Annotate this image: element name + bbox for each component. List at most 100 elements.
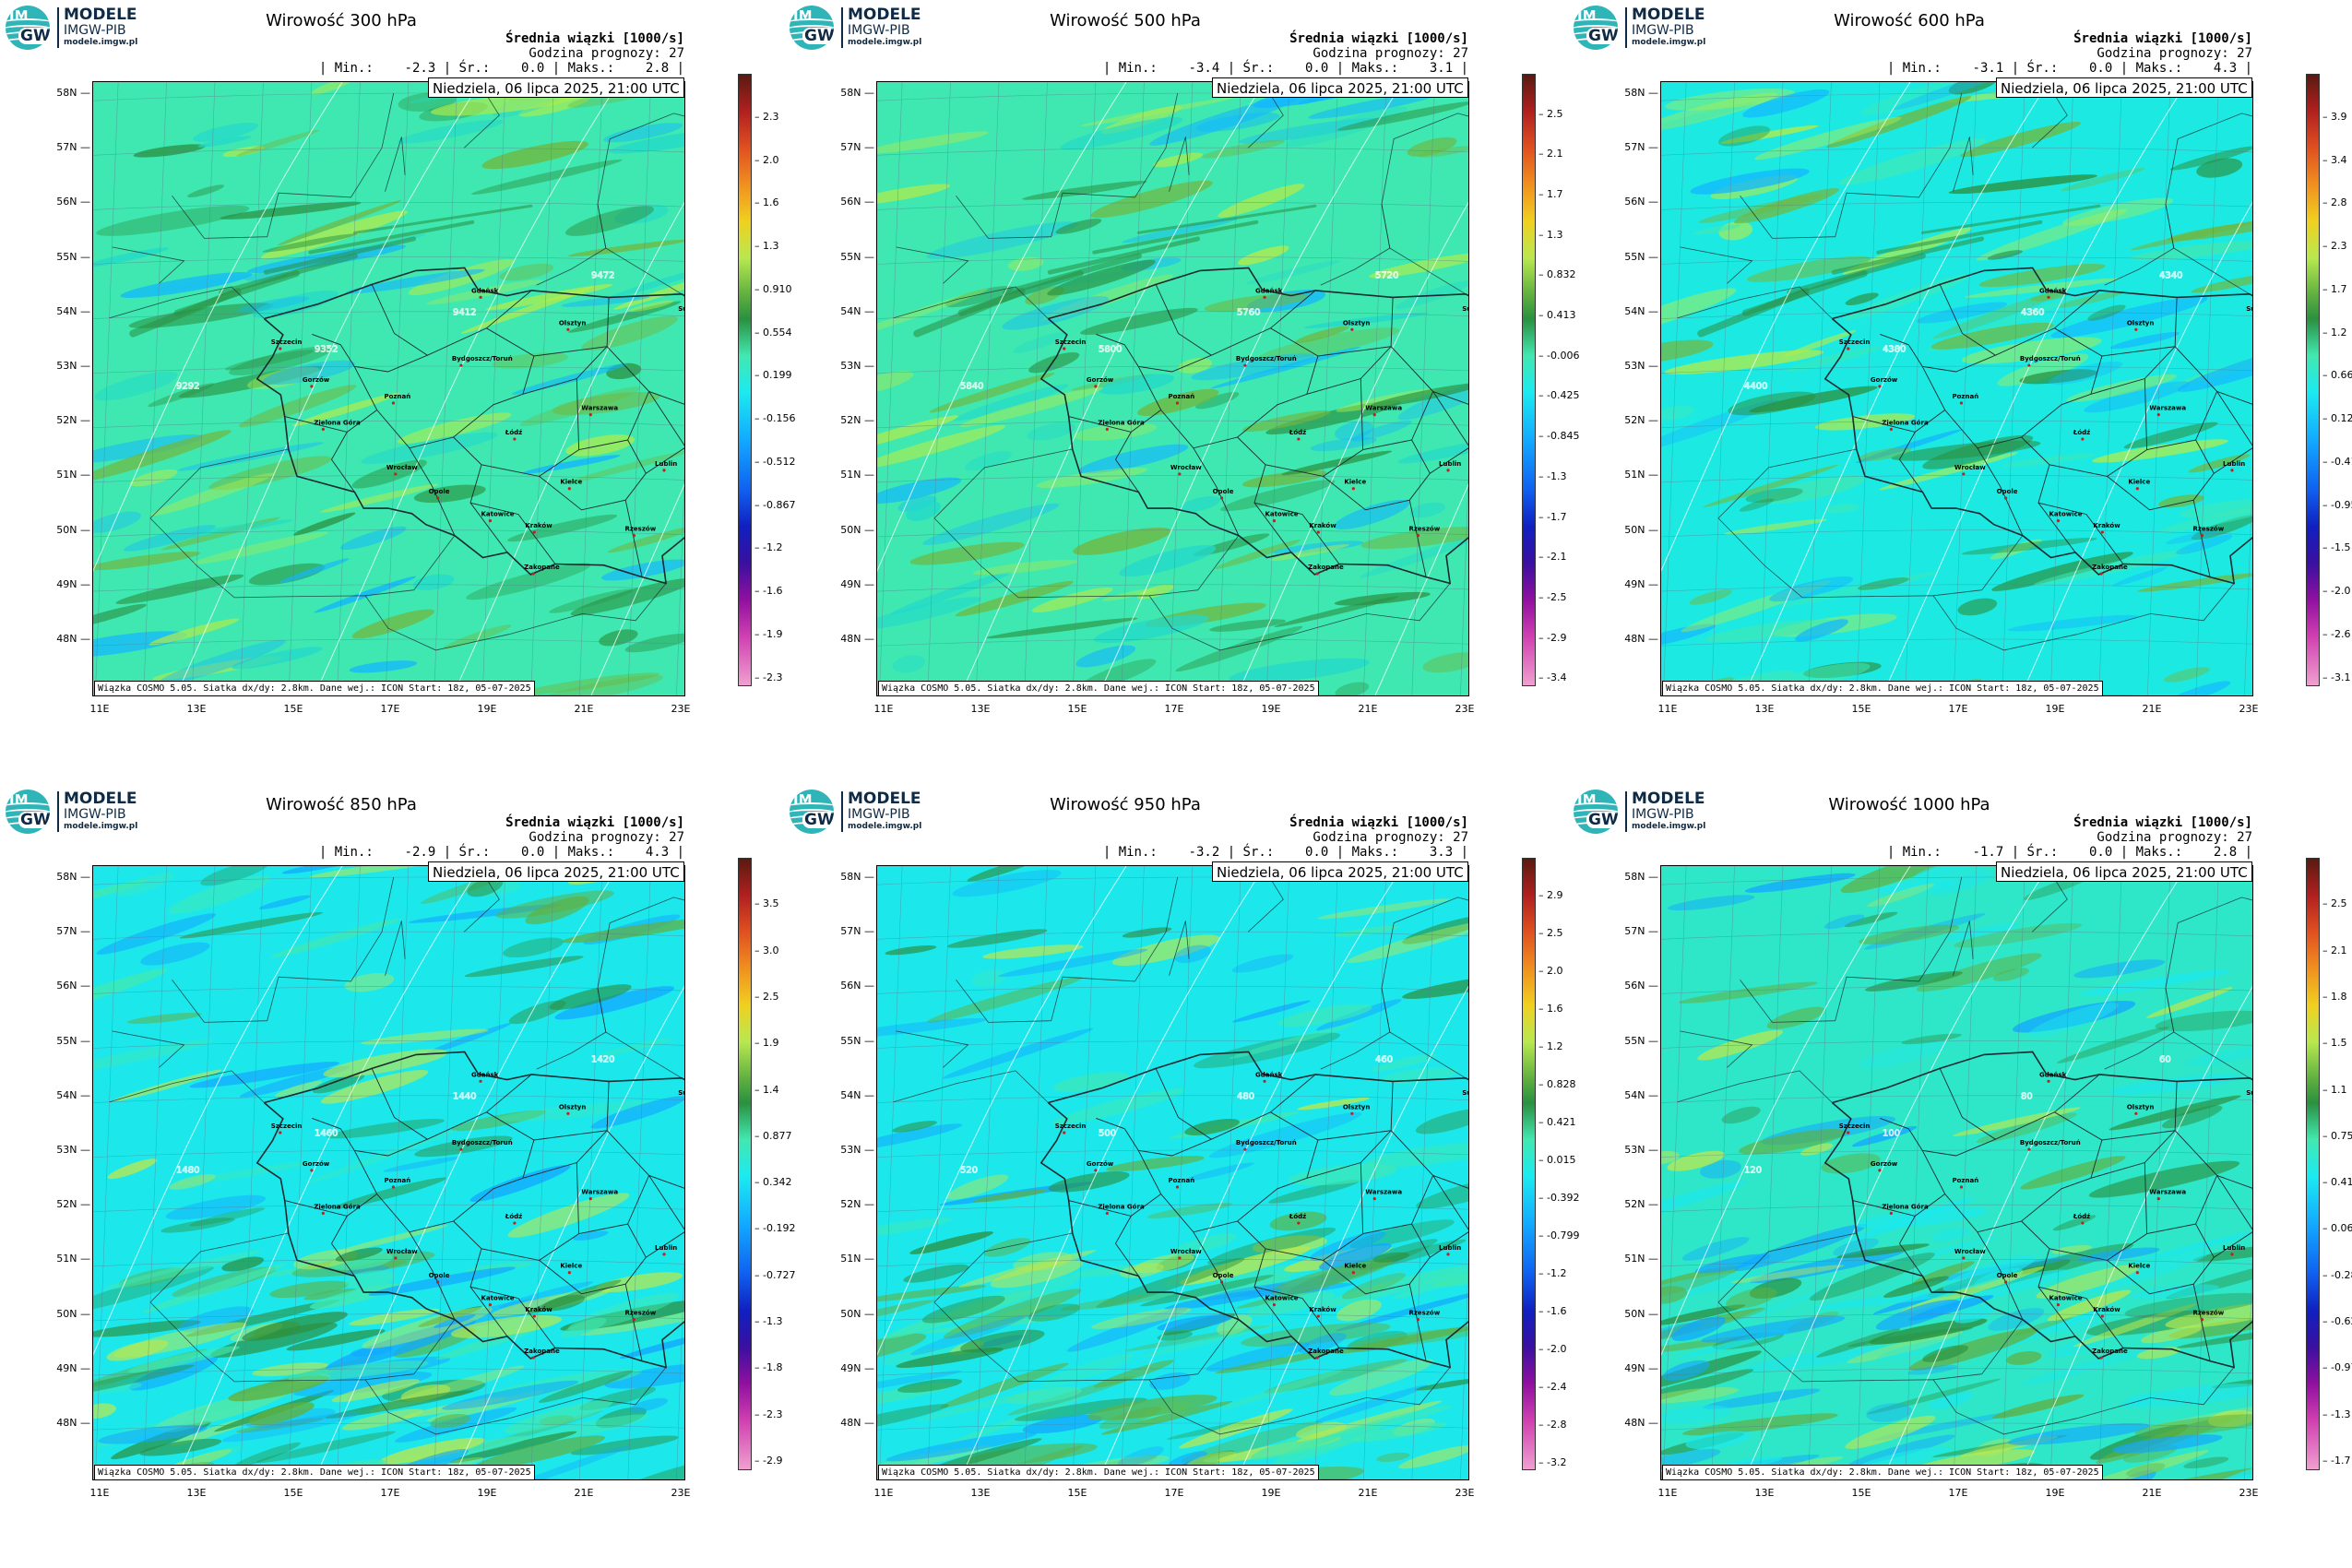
lat-tick-label: 49N — [56, 577, 90, 590]
lat-tick-label: 49N — [56, 1361, 90, 1374]
imgw-logo[interactable]: IM GW MODELE IMGW-PIB modele.imgw.pl [1574, 6, 1730, 50]
voivodeship-border [1096, 284, 1213, 373]
vorticity-streak [1184, 1119, 1240, 1135]
vorticity-band [1876, 220, 2043, 255]
contour-label: 4360 [2021, 308, 2044, 318]
lon-tick-label: 21E [1358, 703, 1378, 715]
vorticity-streak [467, 877, 504, 897]
parallel-line [877, 1204, 1468, 1213]
imgw-logo[interactable]: IM GW MODELE IMGW-PIB modele.imgw.pl [1574, 790, 1730, 834]
vorticity-streak [1346, 921, 1468, 964]
colorbar [2306, 74, 2320, 686]
neighbor-border [1247, 92, 1284, 148]
vorticity-streak [2136, 1347, 2181, 1360]
city-marker [1878, 385, 1882, 388]
vorticity-streak [1693, 224, 1740, 235]
lat-tick-label: 57N — [1624, 925, 1658, 938]
model-footer: Wiązka COSMO 5.05. Siatka dx/dy: 2.8km. … [878, 681, 1319, 696]
vorticity-streak [877, 597, 981, 630]
vorticity-streak [1739, 1129, 1847, 1155]
meridian-line [1363, 866, 1387, 1479]
vorticity-streak [2162, 1105, 2223, 1129]
voivodeship-border [1323, 1223, 1431, 1295]
vorticity-streak [2036, 1264, 2141, 1299]
vorticity-band [219, 253, 358, 296]
vorticity-streak [2020, 1156, 2126, 1190]
vorticity-streak [498, 1281, 594, 1309]
vorticity-streak [612, 270, 684, 310]
vorticity-streak [309, 866, 453, 878]
imgw-logo[interactable]: IM GW MODELE IMGW-PIB modele.imgw.pl [790, 6, 946, 50]
model-footer: Wiązka COSMO 5.05. Siatka dx/dy: 2.8km. … [94, 1465, 535, 1480]
meridian-line [1121, 866, 1145, 1479]
vorticity-streak [1417, 146, 1468, 158]
vorticity-streak [2132, 1284, 2219, 1300]
borders [1677, 876, 2252, 1435]
city-label: Warszawa [581, 1189, 618, 1196]
voivodeship-border [646, 390, 684, 474]
lat-tick-label: 53N — [1624, 1144, 1658, 1156]
voivodeship-border [2037, 502, 2124, 564]
vorticity-streak [1013, 332, 1067, 353]
voivodeship-border [1408, 1284, 1427, 1361]
colorbar-tick-label: – 1.7 [2322, 282, 2347, 295]
panel-info: Średnia wiązki [1000/s] Godzina prognozy… [1103, 815, 1468, 860]
vorticity-streak [2140, 1324, 2203, 1344]
parallel-line [877, 365, 1468, 374]
vorticity-streak [877, 1017, 988, 1039]
vorticity-streak [1022, 181, 1147, 200]
lat-tick-label: 50N — [1624, 523, 1658, 536]
vorticity-map[interactable]: 929293529412947291729232GdańskOlsztynSuw… [92, 81, 685, 696]
vorticity-streak [1720, 125, 1819, 144]
city-label: Suwałki [678, 305, 684, 313]
vorticity-streak [538, 1370, 634, 1403]
vorticity-streak [96, 913, 217, 955]
vorticity-streak [1661, 288, 1737, 335]
contour-label: 480 [1237, 1092, 1254, 1102]
lat-tick-label: 58N — [1624, 87, 1658, 99]
city-marker [588, 413, 592, 417]
city-marker [1263, 1079, 1266, 1083]
lat-tick-label: 51N — [1624, 469, 1658, 481]
imgw-logo[interactable]: IM GW MODELE IMGW-PIB modele.imgw.pl [6, 790, 162, 834]
city-label: Zielona Góra [314, 419, 361, 426]
vorticity-map[interactable]: 1201008060GdańskOlsztynSuwałkiBiałystokS… [1660, 865, 2253, 1480]
vorticity-map[interactable]: 4400438043604340GdańskOlsztynSuwałkiBiał… [1660, 81, 2253, 696]
city-marker [567, 487, 571, 491]
vorticity-streak [1334, 499, 1410, 529]
city-marker [459, 363, 463, 367]
vorticity-map[interactable]: 520500480460GdańskOlsztynSuwałkiBiałysto… [876, 865, 1469, 1480]
colorbar-tick-label: – 0.342 [754, 1176, 792, 1189]
vorticity-streak [1231, 1000, 1311, 1023]
city-marker [2135, 1271, 2139, 1275]
imgw-logo[interactable]: IM GW MODELE IMGW-PIB modele.imgw.pl [790, 790, 946, 834]
city-label: Szczecin [271, 1123, 303, 1130]
neighbor-border [893, 286, 1049, 319]
vorticity-streak [520, 672, 660, 695]
vorticity-streak [1826, 96, 1972, 148]
vorticity-map[interactable]: 58405800576057205680GdańskOlsztynSuwałki… [876, 81, 1469, 696]
vorticity-streak [2161, 1465, 2252, 1479]
vorticity-streak [2110, 331, 2180, 350]
contour-label: 4400 [1744, 382, 1767, 392]
city-label: Warszawa [2149, 405, 2186, 412]
vorticity-streak [1733, 188, 1840, 224]
colorbar-tick-label: – -0.006 [1538, 349, 1580, 362]
vorticity-streak [1922, 1345, 1969, 1362]
vorticity-streak [237, 296, 310, 313]
meridian-line [1663, 82, 1687, 695]
city-label: Kraków [1309, 1306, 1336, 1313]
vorticity-streak [1372, 1053, 1437, 1072]
imgw-logo[interactable]: IM GW MODELE IMGW-PIB modele.imgw.pl [6, 6, 162, 50]
city-label: Kielce [1344, 479, 1366, 486]
lon-tick-label: 17E [1164, 1487, 1184, 1499]
lon-tick-label: 15E [1851, 703, 1871, 715]
vorticity-map[interactable]: 1480146014401420GdańskOlsztynSuwałkiBiał… [92, 865, 685, 1480]
vorticity-streak [1855, 1206, 1988, 1229]
city-marker [479, 295, 482, 299]
meridian-line [1856, 82, 1881, 695]
city-marker [532, 530, 536, 534]
contour-label: 120 [1744, 1166, 1762, 1176]
vorticity-streak [1202, 139, 1285, 159]
city-marker [321, 1211, 325, 1216]
